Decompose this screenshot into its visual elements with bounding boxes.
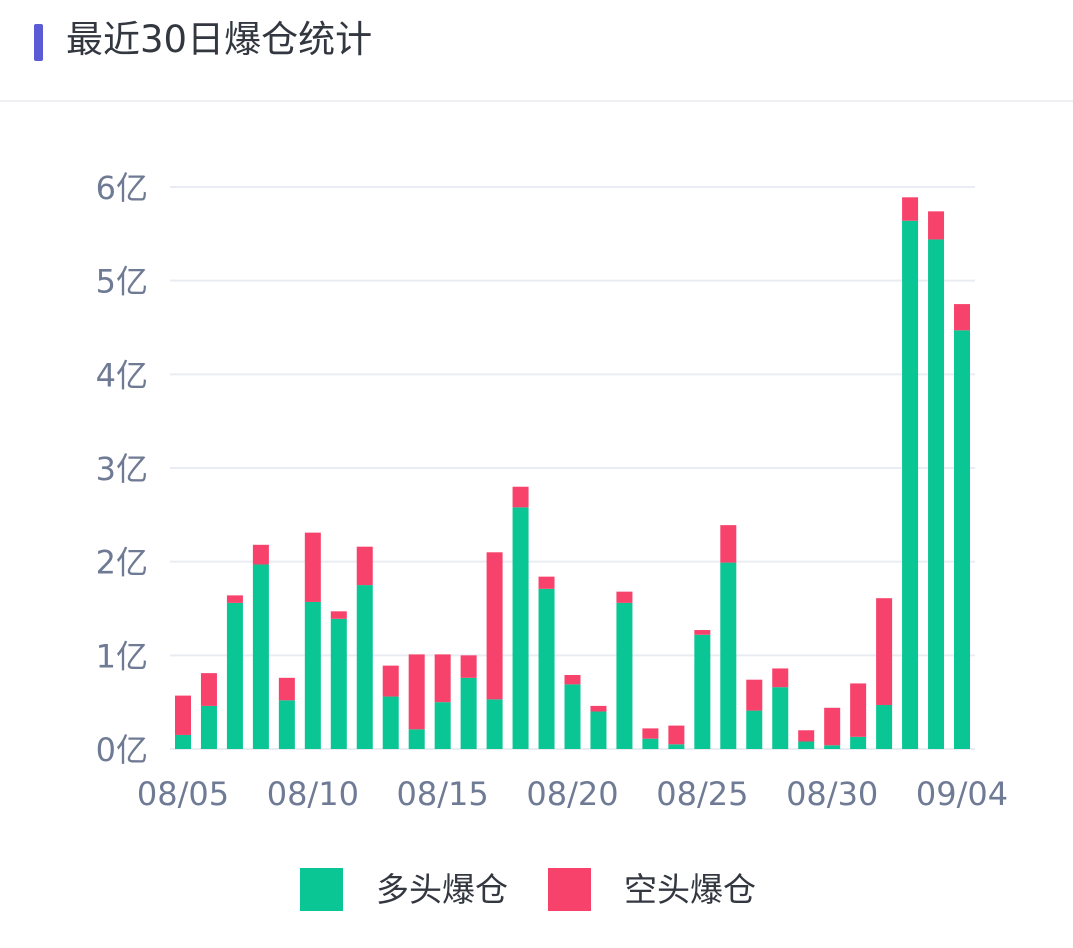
chart-legend: 多头爆仓 空头爆仓 xyxy=(0,862,1073,918)
bar-short xyxy=(200,673,217,706)
bar-long xyxy=(772,687,789,749)
bar-short xyxy=(694,630,711,635)
bar-long xyxy=(720,562,737,749)
bar-long xyxy=(200,705,217,749)
bar-short xyxy=(382,665,399,697)
bar-short xyxy=(590,705,607,712)
bar-long xyxy=(954,330,971,749)
bar-short xyxy=(902,197,919,221)
x-tick-label: 08/20 xyxy=(526,775,618,813)
bar-short xyxy=(850,683,867,737)
bar-short xyxy=(434,654,451,703)
bar-long xyxy=(642,738,659,749)
bar-long xyxy=(876,704,893,749)
bar-long xyxy=(564,684,581,749)
bar-long xyxy=(252,564,269,749)
y-tick-label: 4亿 xyxy=(96,356,148,394)
bar-long xyxy=(902,220,919,750)
bar-short xyxy=(486,552,503,700)
bar-long xyxy=(850,736,867,749)
legend-label-long: 多头爆仓 xyxy=(376,870,508,909)
header-accent-bar xyxy=(34,24,43,61)
bar-long xyxy=(668,744,685,749)
x-tick-label: 09/04 xyxy=(916,775,1008,813)
x-tick-label: 08/15 xyxy=(397,775,489,813)
bar-long xyxy=(434,702,451,749)
bar-short xyxy=(668,725,685,745)
bar-short xyxy=(564,675,581,685)
bar-long xyxy=(304,601,321,749)
legend-label-short: 空头爆仓 xyxy=(624,870,756,909)
legend-swatch-long xyxy=(300,868,343,911)
bar-short xyxy=(746,679,763,711)
x-tick-label: 08/30 xyxy=(786,775,878,813)
bar-long xyxy=(486,699,503,749)
bar-short xyxy=(928,211,945,240)
bar-short xyxy=(226,595,243,603)
header: 最近30日爆仓统计 xyxy=(0,0,1073,102)
bar-short xyxy=(824,707,841,746)
bar-long xyxy=(928,239,945,749)
bar-long xyxy=(278,700,295,749)
bar-short xyxy=(954,304,971,331)
bar-long xyxy=(226,602,243,749)
bar-long xyxy=(798,741,815,749)
bar-long xyxy=(174,734,191,749)
bar-short xyxy=(512,486,529,508)
bar-short xyxy=(876,598,893,705)
bar-long xyxy=(382,696,399,749)
bar-short xyxy=(278,677,295,701)
bar-short xyxy=(356,546,373,586)
bar-short xyxy=(330,611,347,619)
bar-long xyxy=(330,618,347,749)
bar-long xyxy=(694,634,711,749)
bar-short xyxy=(538,576,555,589)
bar-long xyxy=(824,745,841,749)
bar-short xyxy=(642,728,659,739)
page-title: 最近30日爆仓统计 xyxy=(66,18,373,61)
bar-long xyxy=(746,710,763,749)
bar-long xyxy=(460,677,477,749)
bar-long xyxy=(590,711,607,749)
x-tick-label: 08/05 xyxy=(137,775,229,813)
bar-short xyxy=(252,544,269,565)
bar-short xyxy=(772,668,789,688)
bar-long xyxy=(408,729,425,749)
y-tick-label: 5亿 xyxy=(96,263,148,301)
legend-swatch-short xyxy=(548,868,591,911)
y-tick-label: 3亿 xyxy=(96,450,148,488)
bar-short xyxy=(460,655,477,678)
x-tick-label: 08/25 xyxy=(656,775,748,813)
bar-long xyxy=(616,602,633,749)
bar-short xyxy=(616,591,633,603)
bar-long xyxy=(538,588,555,749)
bar-long xyxy=(356,585,373,749)
bar-short xyxy=(174,695,191,735)
bar-short xyxy=(798,730,815,742)
liquidation-bar-chart: 0亿 1亿 2亿 3亿 4亿 5亿 6亿 08/05 08/10 08/15 08/20 08/25 0… xyxy=(96,169,1009,813)
y-tick-label: 0亿 xyxy=(96,731,148,769)
bar-short xyxy=(720,525,737,563)
bar-short xyxy=(408,654,425,730)
bar-long xyxy=(512,507,529,749)
y-tick-label: 6亿 xyxy=(96,169,148,207)
y-tick-label: 2亿 xyxy=(96,544,148,582)
bar-short xyxy=(304,532,321,602)
y-tick-label: 1亿 xyxy=(96,637,148,675)
x-tick-label: 08/10 xyxy=(267,775,359,813)
